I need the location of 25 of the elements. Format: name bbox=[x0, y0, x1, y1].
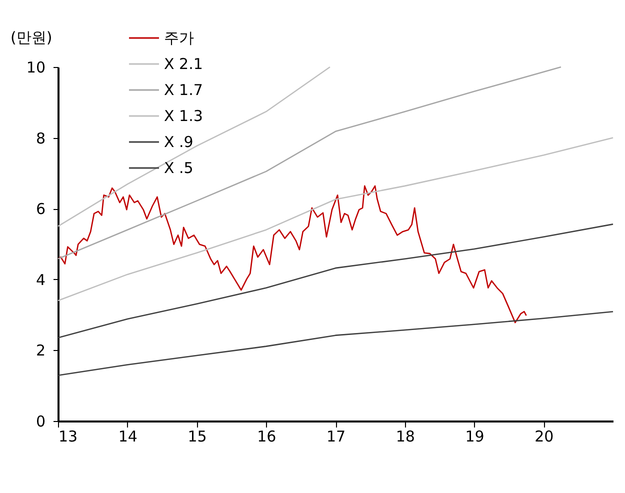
legend-label: X 2.1 bbox=[164, 55, 203, 73]
legend-label: X .5 bbox=[164, 159, 194, 177]
line-series bbox=[57, 224, 614, 338]
x-tick-label: 19 bbox=[465, 428, 484, 446]
y-axis-title: (만원) bbox=[10, 28, 52, 46]
legend-label: X 1.3 bbox=[164, 107, 203, 125]
x-tick-label: 18 bbox=[396, 428, 415, 446]
y-tick-label: 4 bbox=[36, 270, 46, 289]
x-tick-label: 15 bbox=[188, 428, 207, 446]
x-tick-label: 20 bbox=[534, 428, 554, 446]
y-tick-label: 0 bbox=[36, 412, 46, 430]
legend-label: 주가 bbox=[164, 29, 194, 47]
line-series bbox=[57, 137, 614, 302]
x-tick-label: 17 bbox=[326, 428, 346, 446]
x-tick-label: 13 bbox=[58, 428, 78, 446]
y-tick-label: 2 bbox=[36, 342, 46, 360]
y-tick-label: 10 bbox=[26, 58, 46, 76]
y-tick-label: 6 bbox=[36, 200, 46, 218]
legend-label: X 1.7 bbox=[164, 81, 203, 99]
legend-label: X .9 bbox=[164, 133, 194, 151]
x-tick-label: 14 bbox=[118, 428, 138, 446]
y-tick-label: 8 bbox=[36, 129, 46, 148]
line-series bbox=[57, 185, 527, 324]
line-series bbox=[57, 310, 614, 376]
x-tick-label: 16 bbox=[257, 428, 276, 446]
